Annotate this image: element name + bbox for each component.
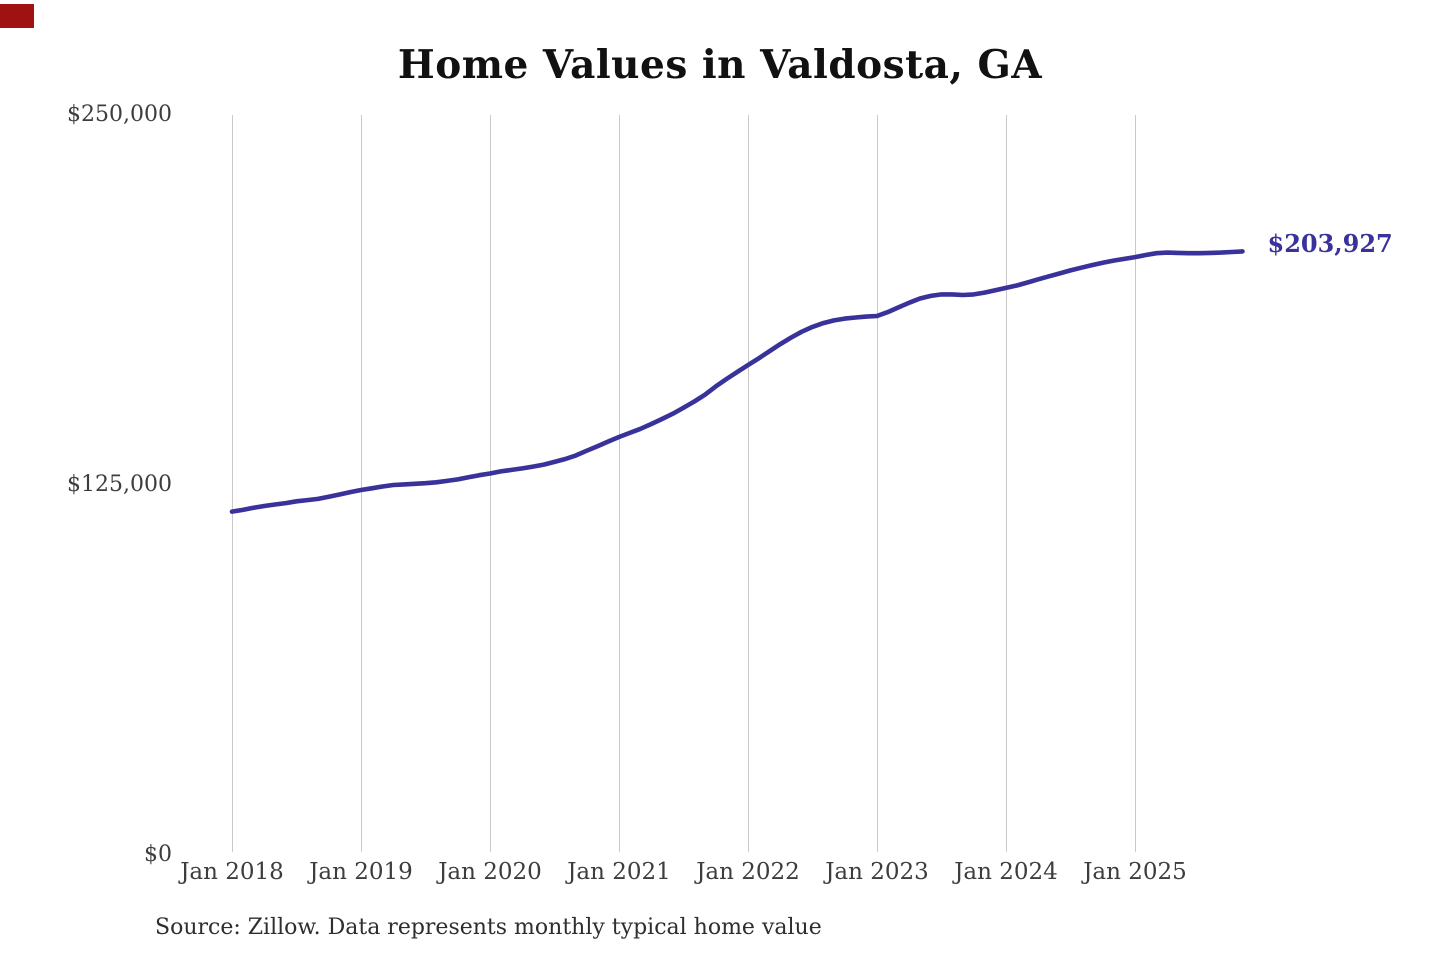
x-axis-label: Jan 2025: [1083, 859, 1187, 885]
x-axis-label: Jan 2023: [825, 859, 929, 885]
gridline: [489, 115, 491, 852]
x-axis-label: Jan 2022: [696, 859, 800, 885]
gridline: [1005, 115, 1007, 852]
x-axis-label: Jan 2021: [567, 859, 671, 885]
chart-title: Home Values in Valdosta, GA: [397, 42, 1043, 88]
gridline: [876, 115, 878, 852]
y-axis-label: $0: [144, 842, 172, 867]
corner-marker: [0, 4, 34, 28]
home-value-line: [229, 249, 1245, 514]
y-axis-label: $125,000: [67, 472, 172, 497]
end-value-label: $203,927: [1267, 229, 1393, 259]
x-axis-label: Jan 2024: [954, 859, 1058, 885]
gridline: [1134, 115, 1136, 852]
gridline: [360, 115, 362, 852]
source-note: Source: Zillow. Data represents monthly …: [155, 915, 822, 940]
gridline: [231, 115, 233, 852]
y-axis-label: $250,000: [67, 102, 172, 127]
x-axis-label: Jan 2020: [438, 859, 542, 885]
gridline: [618, 115, 620, 852]
x-axis-label: Jan 2018: [180, 859, 284, 885]
gridline: [747, 115, 749, 852]
x-axis-label: Jan 2019: [309, 859, 413, 885]
